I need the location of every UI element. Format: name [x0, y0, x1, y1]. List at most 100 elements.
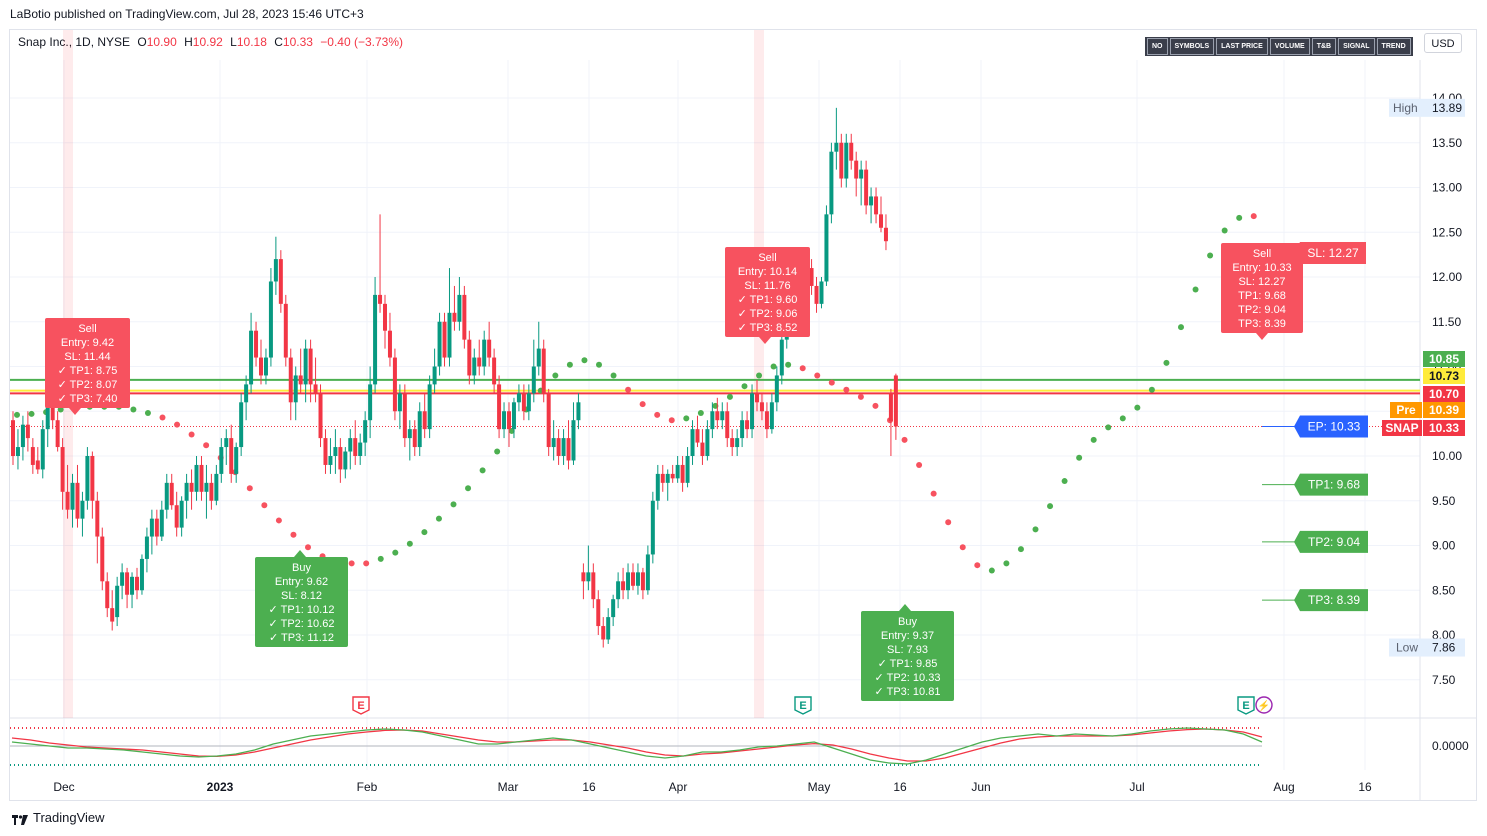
trailing-stop-dot — [1221, 227, 1228, 234]
candle-body — [705, 429, 710, 456]
price-label-level-10.70 — [1423, 386, 1465, 402]
time-axis-label: Apr — [669, 780, 688, 794]
toolbar-trend[interactable]: TREND — [1376, 38, 1411, 55]
candle-body — [392, 357, 397, 412]
oscillator-main-line — [11, 727, 1263, 765]
candle-body — [482, 339, 487, 367]
candle-body — [665, 473, 670, 483]
trailing-stop-dot — [639, 401, 646, 408]
candle-body — [740, 420, 745, 439]
toolbar-tb[interactable]: T&B — [1311, 38, 1337, 55]
trailing-stop-dot — [988, 567, 995, 574]
high-marker-bg — [1389, 98, 1465, 117]
trailing-stop-dot — [770, 363, 777, 370]
candle-body — [244, 384, 249, 403]
candle-body — [730, 438, 735, 448]
sell-signal-2-line: ✓ TP1: 9.60 — [738, 294, 798, 306]
trailing-stop-dot — [1061, 478, 1068, 485]
trailing-stop-dot — [552, 372, 559, 379]
trailing-stop-dot — [275, 517, 282, 524]
symbol-title[interactable]: Snap Inc., 1D, NYSE — [18, 35, 131, 49]
trailing-stop-dot — [741, 383, 748, 390]
time-axis-label: 2023 — [207, 780, 234, 794]
trailing-stop-dot — [668, 417, 675, 424]
trailing-stop-dot — [1047, 503, 1054, 510]
sell-signal-3: Sell Entry: 10.33 SL: 12.27 TP1: 9.68 TP2: 9… — [1221, 243, 1303, 340]
buy-signal-1-line: Entry: 9.62 — [275, 576, 328, 588]
candle-body — [502, 411, 507, 430]
candle-body — [139, 558, 144, 591]
buy-signal-1: Buy Entry: 9.62 SL: 8.12 ✓ TP1: 10.12 ✓ TP2:… — [255, 550, 348, 647]
trailing-stop-dot — [261, 502, 268, 509]
candle-body — [35, 460, 40, 470]
candle-body — [70, 482, 75, 510]
candle-body — [427, 384, 432, 430]
candle-body — [368, 384, 373, 421]
candle-body — [864, 169, 869, 206]
toolbar-volume[interactable]: VOLUME — [1269, 38, 1310, 55]
candle-body — [343, 451, 348, 470]
candle-body — [492, 357, 497, 385]
candle-body — [199, 464, 204, 492]
candle-body — [363, 420, 368, 443]
trailing-stop-dot — [392, 549, 399, 556]
price-label-text: 10.73 — [1429, 369, 1459, 383]
price-label-text: 10.33 — [1429, 421, 1459, 435]
candle-body — [209, 482, 214, 501]
candle-body — [809, 268, 814, 286]
candle-body — [11, 420, 15, 456]
trailing-stop-dot — [144, 410, 151, 417]
currency-button[interactable]: USD — [1424, 33, 1462, 53]
candle-body — [239, 402, 244, 448]
trailing-stop-dot — [785, 361, 792, 368]
trailing-stop-dot — [654, 411, 661, 418]
candle-body — [591, 572, 596, 600]
candle-body — [249, 330, 254, 385]
price-label-text: 10.39 — [1429, 403, 1459, 417]
toolbar-no[interactable]: NO — [1147, 38, 1168, 55]
candle-body — [442, 321, 447, 358]
candle-body — [224, 438, 229, 448]
buy-signal-1-line: Buy — [292, 562, 311, 574]
toolbar-last-price[interactable]: LAST PRICE — [1216, 38, 1268, 55]
sell-signal-3-line: Entry: 10.33 — [1232, 262, 1291, 274]
candle-body — [586, 572, 591, 582]
tp2-target-bg — [1294, 530, 1368, 553]
trailing-stop-dot — [363, 560, 370, 567]
candle-body — [254, 330, 259, 358]
candle-body — [447, 312, 452, 358]
candle-body — [149, 518, 154, 537]
candle-body — [774, 375, 779, 403]
time-axis-label: 16 — [582, 780, 596, 794]
toolbar-signal[interactable]: SIGNAL — [1338, 38, 1375, 55]
footer-brand: TradingView — [12, 810, 105, 825]
sell-signal-3-line: TP2: 9.04 — [1238, 304, 1286, 316]
candle-body — [511, 402, 516, 430]
candle-body — [174, 505, 179, 528]
candle-body — [626, 572, 631, 591]
price-tick-label: 12.50 — [1432, 225, 1462, 239]
candle-body — [45, 393, 50, 430]
footer-brand-label: TradingView — [33, 810, 105, 825]
candle-body — [581, 572, 586, 582]
candle-body — [779, 339, 784, 376]
trailing-stop-dot — [566, 361, 573, 368]
candle-body — [263, 357, 268, 376]
candle-body — [670, 473, 675, 479]
trailing-stop-dot — [174, 421, 181, 428]
candle-body — [497, 384, 502, 430]
sell-signal-1-line: ✓ TP3: 7.40 — [58, 393, 118, 405]
candle-body — [487, 339, 492, 358]
trailing-stop-dot — [1003, 560, 1010, 567]
candle-body — [477, 357, 482, 367]
trailing-stop-dot — [28, 410, 35, 417]
candle-body — [85, 456, 90, 501]
sell-signal-3-pointer — [1256, 333, 1268, 340]
price-tick-label: 8.50 — [1432, 583, 1456, 597]
trailing-stop-dot — [1017, 546, 1024, 553]
time-axis-label: Jul — [1129, 780, 1144, 794]
candle-body — [100, 536, 105, 582]
buy-signal-2-line: Entry: 9.37 — [881, 630, 934, 642]
toolbar-symbols[interactable]: SYMBOLS — [1169, 38, 1215, 55]
